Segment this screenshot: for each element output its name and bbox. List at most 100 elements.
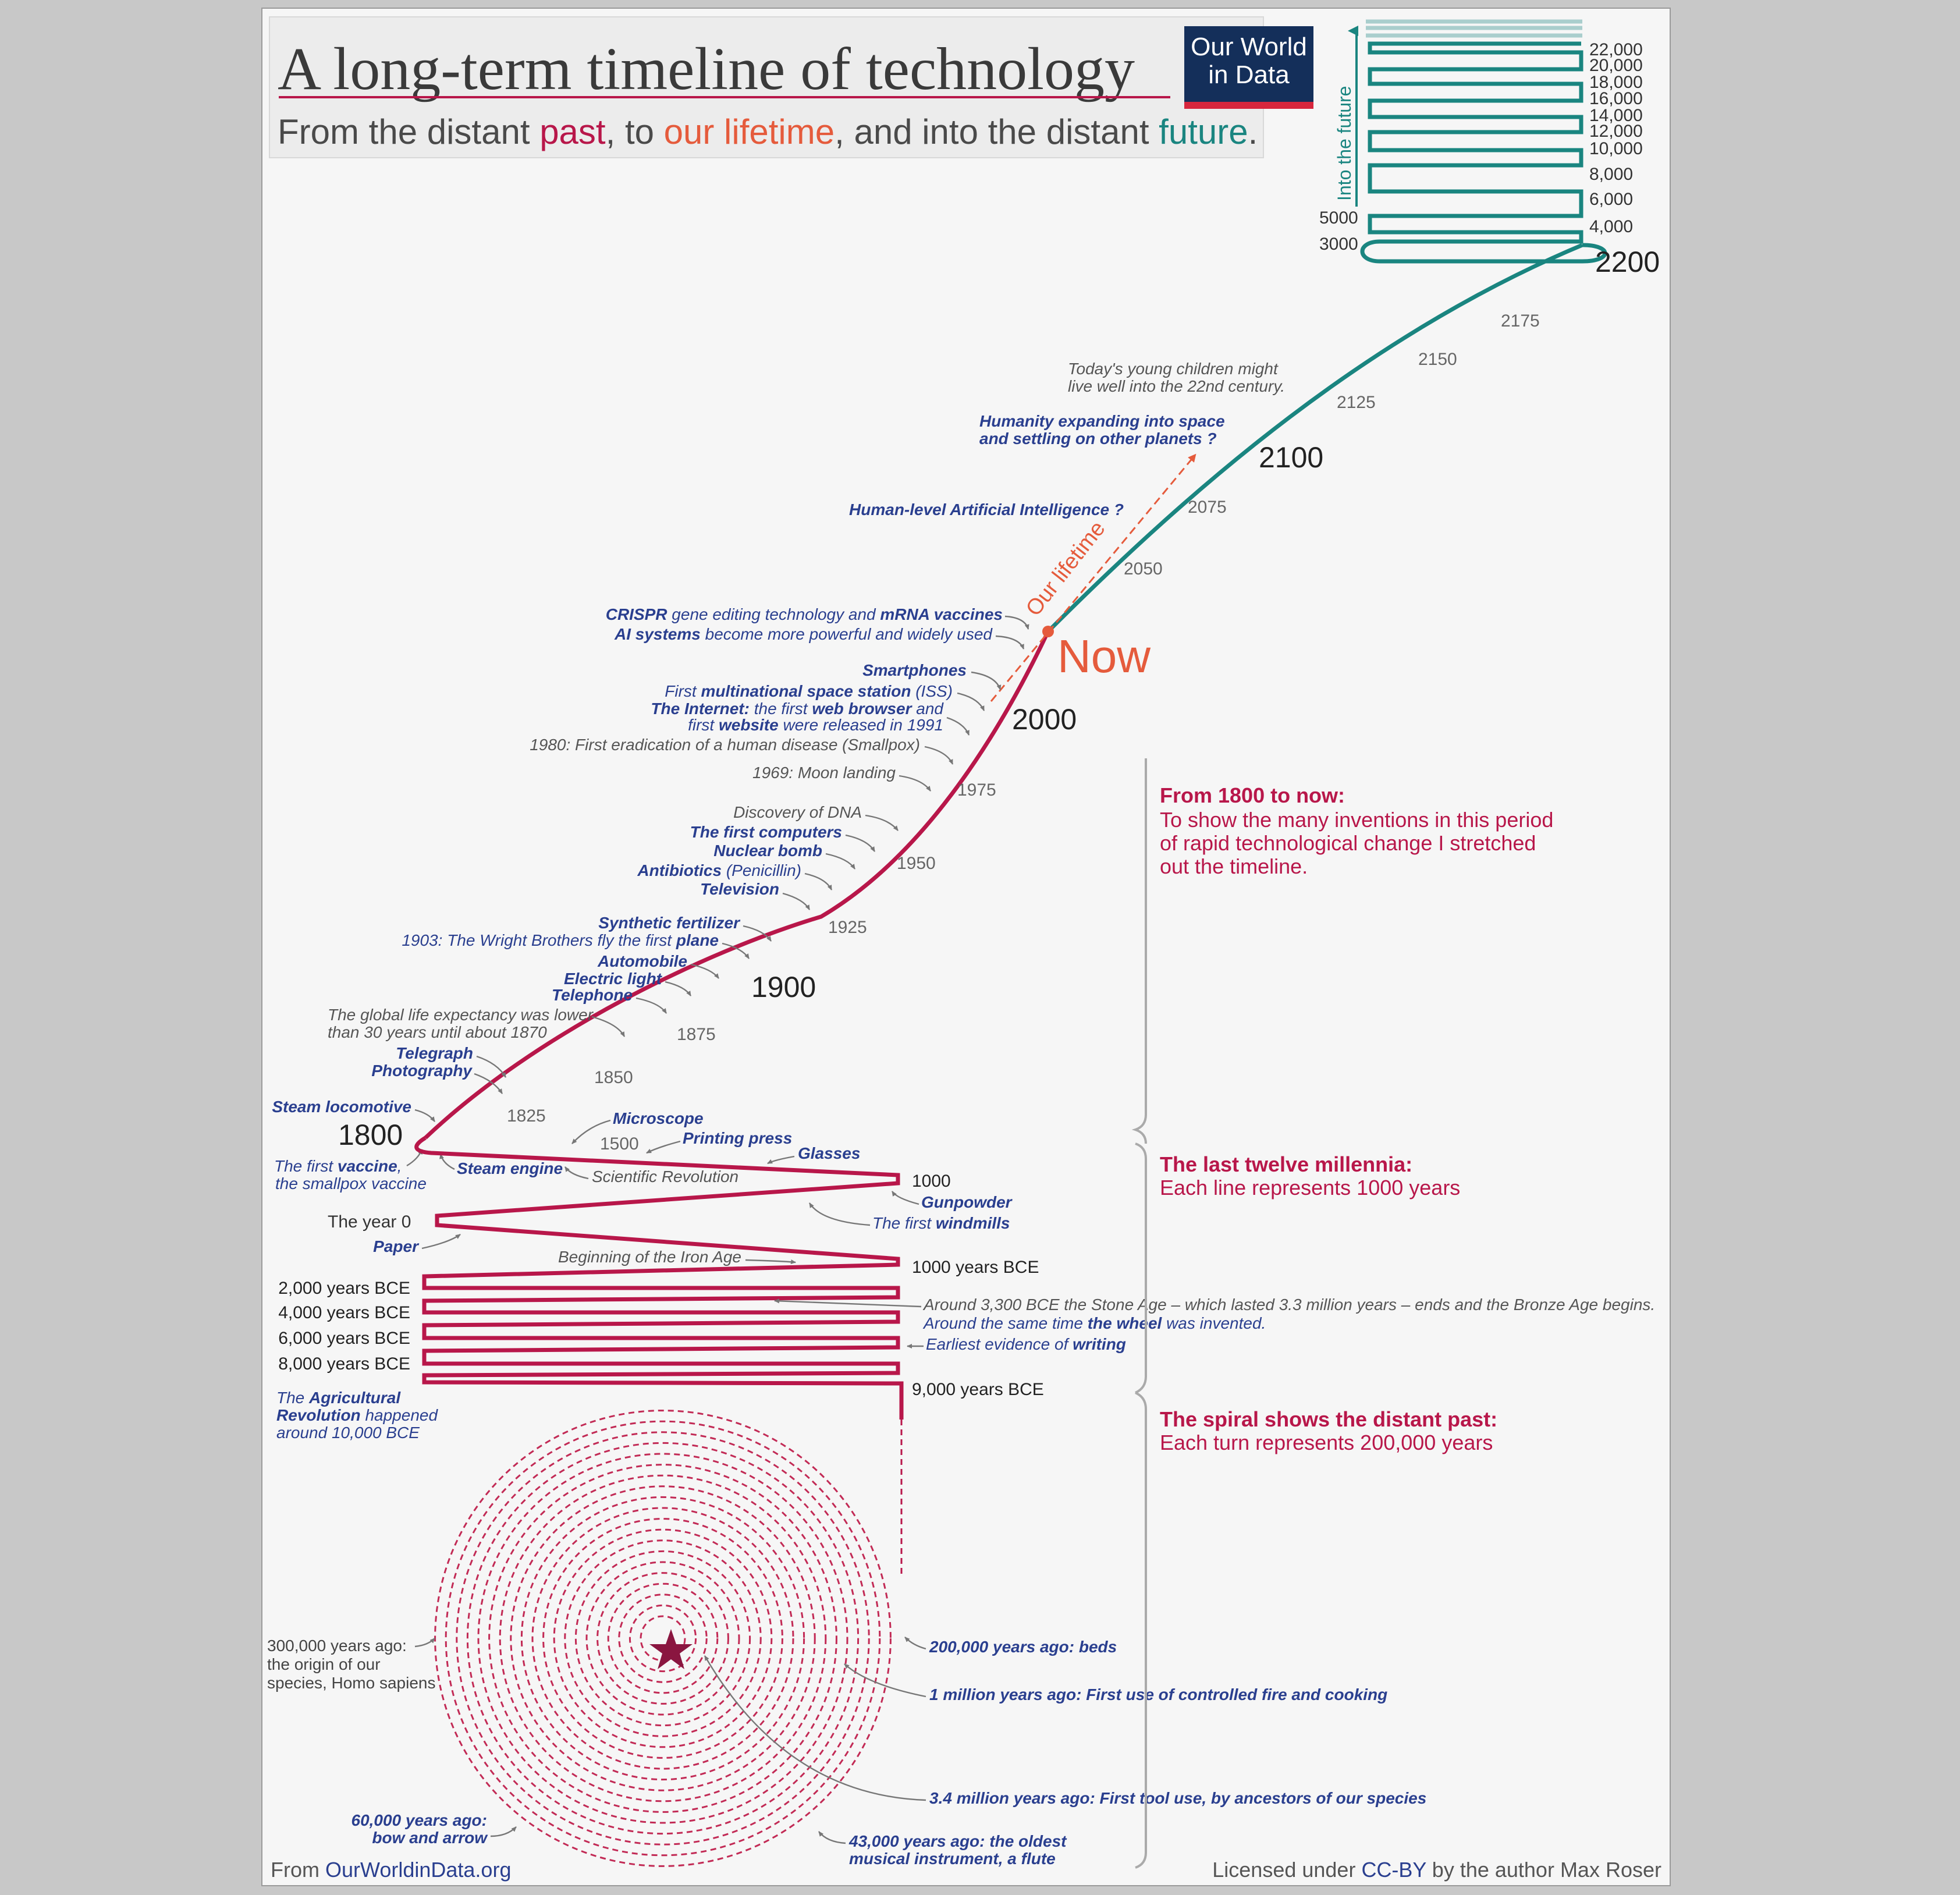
section-braces xyxy=(1131,758,1147,1869)
spiral-ring xyxy=(488,1464,837,1813)
logo-line2: in Data xyxy=(1208,61,1290,89)
label-6000-bce: 6,000 years BCE xyxy=(278,1329,410,1348)
note-agri-1: The Agricultural xyxy=(276,1389,401,1407)
note-glasses: Glasses xyxy=(798,1144,860,1162)
lifetime-label: Our lifetime xyxy=(1021,517,1110,621)
svg-text:8,000: 8,000 xyxy=(1589,165,1633,184)
millennia-leaders xyxy=(421,1119,924,1348)
modern-leaders xyxy=(406,615,1029,1170)
note-fertilizer: Synthetic fertilizer xyxy=(598,914,741,932)
note-scientific-revolution: Scientific Revolution xyxy=(592,1167,738,1186)
label-2000-bce: 2,000 years BCE xyxy=(278,1279,410,1298)
spiral-ring xyxy=(531,1507,794,1770)
modern-annotations: CRISPR gene editing technology and mRNA … xyxy=(272,605,1003,1193)
spiral-ring xyxy=(477,1453,848,1824)
svg-text:6,000: 6,000 xyxy=(1589,190,1633,209)
future-faded-lines xyxy=(1366,19,1582,38)
svg-text:22,000: 22,000 xyxy=(1589,40,1643,59)
note-iron-age: Beginning of the Iron Age xyxy=(558,1248,741,1266)
millennia-annotations: Microscope Printing press Glasses Scient… xyxy=(276,1109,1655,1442)
label-9000-bce: 9,000 years BCE xyxy=(912,1380,1044,1399)
spiral-ring xyxy=(499,1474,827,1802)
svg-text:The last twelve millennia:: The last twelve millennia: xyxy=(1160,1152,1412,1176)
note-telegraph: Telegraph xyxy=(396,1044,473,1062)
section-s2: The last twelve millennia: Each line rep… xyxy=(1160,1152,1460,1200)
note-bronze-age: Around 3,300 BCE the Stone Age – which l… xyxy=(922,1296,1655,1314)
svg-text:10,000: 10,000 xyxy=(1589,139,1643,158)
svg-text:out the timeline.: out the timeline. xyxy=(1160,854,1308,878)
svg-text:1975: 1975 xyxy=(957,780,996,800)
note-moon: 1969: Moon landing xyxy=(752,764,896,782)
svg-text:2100: 2100 xyxy=(1259,441,1323,474)
footer-license: Licensed under CC-BY by the author Max R… xyxy=(1212,1858,1661,1882)
svg-text:2175: 2175 xyxy=(1501,311,1540,331)
label-year-1000: 1000 xyxy=(912,1172,951,1191)
spiral-ring xyxy=(564,1539,762,1737)
note-beds: 200,000 years ago: beds xyxy=(929,1638,1117,1656)
svg-text:16,000: 16,000 xyxy=(1589,89,1643,108)
label-4000-bce: 4,000 years BCE xyxy=(278,1303,410,1322)
future-curve xyxy=(1046,243,1583,633)
svg-text:1500: 1500 xyxy=(600,1134,639,1154)
svg-text:1875: 1875 xyxy=(677,1025,716,1044)
note-internet-2: first website were released in 1991 xyxy=(688,716,943,734)
note-automobile: Automobile xyxy=(597,952,687,970)
note-ai-systems: AI systems become more powerful and wide… xyxy=(614,625,993,643)
note-steam-engine: Steam engine xyxy=(457,1159,563,1177)
svg-text:Each line represents 1000 year: Each line represents 1000 years xyxy=(1160,1176,1460,1200)
spiral-ring xyxy=(596,1572,729,1705)
svg-text:1950: 1950 xyxy=(897,854,936,873)
svg-text:The spiral shows the distant p: The spiral shows the distant past: xyxy=(1160,1407,1497,1431)
note-vaccine-2: the smallpox vaccine xyxy=(275,1174,427,1193)
spiral-ring xyxy=(574,1550,751,1727)
note-space: Humanity expanding into space and settlin… xyxy=(979,412,1225,448)
svg-text:2075: 2075 xyxy=(1188,498,1227,517)
note-steam-locomotive: Steam locomotive xyxy=(272,1098,411,1116)
svg-text:1825: 1825 xyxy=(507,1106,546,1126)
note-agri-2: Revolution happened xyxy=(276,1406,438,1424)
spiral-ring xyxy=(607,1582,719,1694)
note-wheel: Around the same time the wheel was inven… xyxy=(922,1314,1266,1332)
spiral-leaders xyxy=(414,1637,926,1844)
svg-text:3000: 3000 xyxy=(1319,235,1358,254)
spiral-ring xyxy=(542,1518,783,1759)
section-s1: From 1800 to now: To show the many inven… xyxy=(1160,783,1553,878)
note-electric: Electric light xyxy=(564,970,663,988)
svg-text:1800: 1800 xyxy=(338,1119,403,1151)
poster: A long-term timeline of technology From … xyxy=(261,8,1671,1886)
svg-text:1850: 1850 xyxy=(594,1068,633,1087)
svg-text:2000: 2000 xyxy=(1012,703,1077,736)
footer-site-link[interactable]: OurWorldinData.org xyxy=(325,1858,511,1882)
spiral-ring xyxy=(618,1594,708,1683)
footer-license-link[interactable]: CC-BY xyxy=(1361,1858,1426,1882)
note-microscope: Microscope xyxy=(613,1109,704,1127)
spiral-ring xyxy=(434,1410,892,1867)
note-photography: Photography xyxy=(371,1062,473,1080)
note-antibiotics: Antibiotics (Penicillin) xyxy=(637,861,801,879)
millennia-zigzag-line xyxy=(414,1135,904,1420)
page-subtitle: From the distant past, to our lifetime, … xyxy=(278,112,1258,151)
note-tools: 3.4 million years ago: First tool use, b… xyxy=(929,1789,1426,1807)
note-writing: Earliest evidence of writing xyxy=(926,1335,1126,1353)
note-sapiens: 300,000 years ago: the origin of our speci… xyxy=(267,1637,435,1692)
svg-text:Each turn represents 200,000 y: Each turn represents 200,000 years xyxy=(1160,1431,1493,1454)
note-nuclear: Nuclear bomb xyxy=(713,842,822,860)
svg-text:2050: 2050 xyxy=(1124,559,1163,579)
now-label: Now xyxy=(1057,630,1151,682)
owid-logo[interactable]: Our World in Data xyxy=(1184,26,1313,109)
note-gunpowder: Gunpowder xyxy=(921,1193,1013,1211)
origin-star-icon xyxy=(649,1629,693,1669)
page-title: A long-term timeline of technology xyxy=(278,36,1135,102)
future-ticks: 22,000 20,000 18,000 16,000 14,000 12,00… xyxy=(1319,40,1643,254)
spiral-ring xyxy=(629,1604,697,1673)
note-ai: Human-level Artificial Intelligence ? xyxy=(849,501,1124,519)
note-wright: 1903: The Wright Brothers fly the first … xyxy=(402,931,719,949)
note-fire: 1 million years ago: First use of contro… xyxy=(929,1685,1387,1704)
timeline-graphic: A long-term timeline of technology From … xyxy=(267,16,1661,1882)
title-box xyxy=(269,16,1264,158)
future-axis-label: Into the future xyxy=(1334,86,1355,201)
svg-text:2200: 2200 xyxy=(1595,246,1660,278)
svg-text:2125: 2125 xyxy=(1337,393,1376,412)
spiral-ring xyxy=(456,1431,870,1846)
svg-text:20,000: 20,000 xyxy=(1589,56,1643,75)
